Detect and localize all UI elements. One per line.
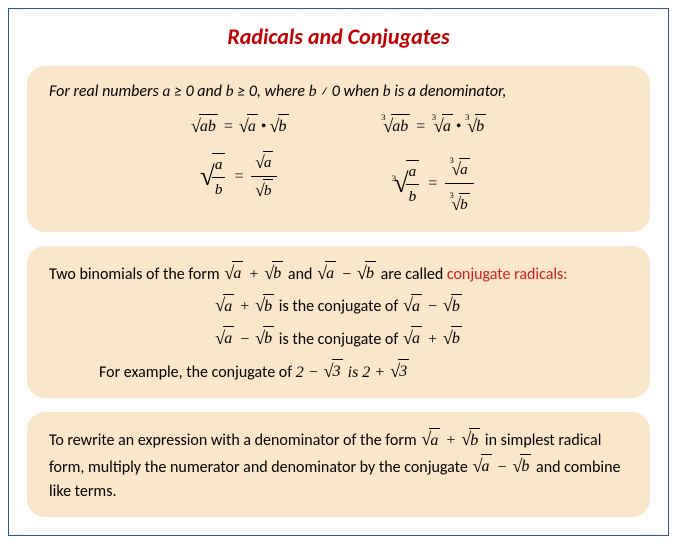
cbrt-quotient-rule: 3√ab = 3√a 3√b — [390, 150, 477, 218]
txt: Two binomials of the form — [49, 265, 223, 284]
txt: is the conjugate of — [279, 297, 402, 316]
sqrt-column: √ab = √a•√b √ab = √a √b — [190, 113, 290, 217]
txt: ≥ 0, where — [234, 82, 309, 101]
txt: ≠ 0 when — [317, 82, 383, 101]
page-title: Radicals and Conjugates — [27, 23, 650, 50]
cbrt-column: 3√ab = 3√a•3√b 3√ab = 3√a 3√b — [380, 113, 488, 217]
txt: are called — [381, 265, 447, 284]
var-b: b — [226, 83, 234, 100]
equations-grid: √ab = √a•√b √ab = √a √b 3√ab = — [49, 113, 628, 217]
conjugates-box: Two binomials of the form √a + √b and √a… — [27, 246, 650, 399]
txt: ≥ 0 and — [170, 82, 225, 101]
txt: and — [288, 265, 316, 284]
intro-text: For real numbers a ≥ 0 and b ≥ 0, where … — [49, 80, 628, 103]
txt: For example, the conjugate of — [99, 363, 296, 382]
rationalize-box: To rewrite an expression with a denomina… — [27, 412, 650, 517]
var-b: b — [309, 83, 317, 100]
txt: is a denominator, — [391, 82, 507, 101]
conjugate-definition: Two binomials of the form √a + √b and √a… — [49, 260, 628, 287]
properties-box: For real numbers a ≥ 0 and b ≥ 0, where … — [27, 66, 650, 232]
var-b: b — [383, 83, 391, 100]
cbrt-product-rule: 3√ab = 3√a•3√b — [380, 113, 488, 140]
conjugate-pair-1: √a + √b is the conjugate of √a − √b — [49, 292, 628, 319]
term-conjugate-radicals: conjugate radicals: — [447, 265, 568, 284]
sqrt-quotient-rule: √ab = √a √b — [199, 150, 281, 204]
document-page: Radicals and Conjugates For real numbers… — [8, 8, 669, 536]
conjugate-pair-2: √a − √b is the conjugate of √a + √b — [49, 325, 628, 352]
sqrt-product-rule: √ab = √a•√b — [190, 113, 290, 140]
txt: For real numbers — [49, 82, 162, 101]
conjugate-example: For example, the conjugate of 2 − √3 is … — [99, 358, 628, 385]
txt: is the conjugate of — [279, 330, 402, 349]
txt: To rewrite an expression with a denomina… — [49, 431, 420, 450]
